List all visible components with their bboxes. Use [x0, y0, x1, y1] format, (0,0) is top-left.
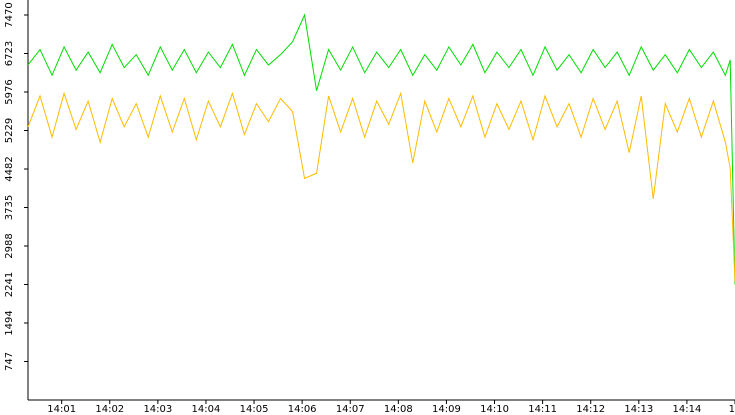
x-tick-label: 14:14: [672, 404, 701, 415]
x-tick-label: 14:07: [336, 404, 365, 415]
x-tick-label: 14:04: [192, 404, 221, 415]
y-tick-label: 2241: [4, 272, 15, 297]
series-line: [27, 91, 735, 282]
x-tick-label: 14:05: [240, 404, 269, 415]
x-tick-label: 14:12: [576, 404, 605, 415]
x-tick-label: 14:02: [95, 404, 124, 415]
series-line: [27, 13, 735, 285]
x-tick-label: 14:11: [528, 404, 557, 415]
y-tick-label: 5229: [4, 118, 15, 143]
y-tick-label: 5976: [4, 79, 15, 104]
y-tick-label: 747: [4, 352, 15, 371]
y-tick-label: 1494: [4, 310, 15, 335]
y-tick-label: 4482: [4, 156, 15, 181]
x-tick-label: 14:13: [624, 404, 653, 415]
x-tick-label: 14:10: [480, 404, 509, 415]
x-tick-label: 14:08: [384, 404, 413, 415]
x-tick-label: 14:06: [288, 404, 317, 415]
x-tick-label: 14:03: [143, 404, 172, 415]
y-tick-label: 7470: [4, 2, 15, 27]
y-tick-label: 2988: [4, 233, 15, 258]
y-tick-label: 3735: [4, 195, 15, 220]
y-tick-label: 6723: [4, 41, 15, 66]
x-tick-label: 14: [729, 404, 735, 415]
x-tick-label: 14:01: [47, 404, 76, 415]
x-tick-label: 14:09: [432, 404, 461, 415]
